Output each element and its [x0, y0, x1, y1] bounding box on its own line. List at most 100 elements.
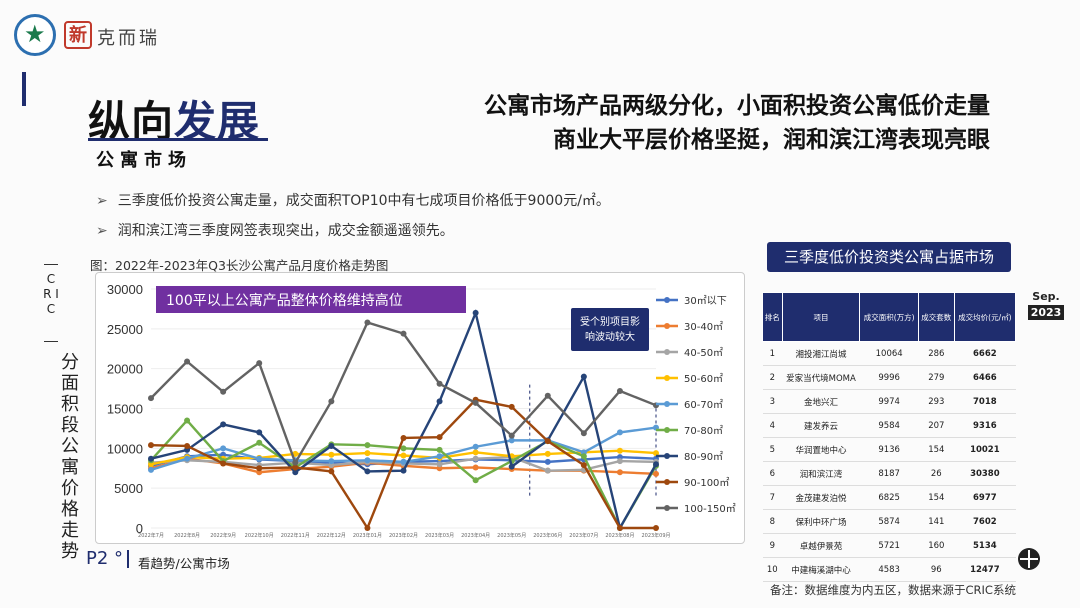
x-tick-label: 2023年05月	[497, 532, 526, 539]
series-point	[616, 447, 623, 454]
table-row: 10 中建梅溪湖中心 4583 96 12477	[762, 557, 1016, 582]
footnote: 备注：数据维度为内五区，数据来源于CRIC系统	[770, 583, 1016, 597]
table-cell: 7602	[954, 509, 1016, 534]
legend-marker	[664, 479, 670, 485]
table-cell: 8187	[859, 461, 919, 486]
cric-divider	[44, 264, 58, 342]
series-point	[400, 434, 407, 441]
legend-label: 40-50㎡	[684, 347, 723, 359]
series-point	[148, 395, 154, 402]
table-row: 9 卓越伊景苑 5721 160 5134	[762, 533, 1016, 558]
page-number: P2 °	[86, 548, 124, 569]
series-point	[256, 429, 263, 436]
series-point	[364, 525, 371, 531]
series-point	[472, 443, 479, 450]
table-cell: 6	[762, 461, 783, 486]
chart-banner	[156, 286, 466, 313]
brand-name: 克而瑞	[97, 28, 160, 49]
series-point	[544, 458, 551, 465]
series-point	[220, 388, 227, 395]
table-cell: 4	[762, 413, 783, 438]
series-point	[544, 392, 551, 399]
table-row: 3 金地兴汇 9974 293 7018	[762, 389, 1016, 414]
series-point	[364, 468, 371, 475]
table-cell: 160	[918, 533, 955, 558]
table-cell: 8	[762, 509, 783, 534]
series-point	[292, 464, 299, 471]
table-cell: 建发养云	[782, 413, 860, 438]
table-cell: 154	[918, 485, 955, 510]
table-cell: 96	[918, 557, 955, 582]
y-axis-title: 分面积段公寓价格走势	[61, 352, 79, 562]
table-cell: 12477	[954, 557, 1016, 582]
table-cell: 6662	[954, 341, 1016, 366]
legend-marker	[664, 427, 670, 433]
legend-label: 90-100㎡	[684, 477, 729, 489]
annotation-text-1: 受个别项目影	[580, 316, 640, 328]
table-cell: 9	[762, 533, 783, 558]
series-point	[436, 461, 443, 468]
table-cell: 5	[762, 437, 783, 462]
table-body: 1 湘投湘江尚城 10064 286 6662 2 爱家当代境MOMA 9996 279 6466…	[762, 341, 1016, 582]
series-point	[148, 455, 154, 462]
x-tick-label: 2022年10月	[245, 532, 274, 539]
table-row: 7 金茂建发泊悦 6825 154 6977	[762, 485, 1016, 510]
legend-marker	[664, 375, 670, 381]
series-point	[256, 465, 263, 472]
legend-label: 50-60㎡	[684, 373, 723, 385]
chart-banner-text: 100平以上公寓产品整体价格维持高位	[166, 292, 403, 309]
x-tick-label: 2022年9月	[210, 532, 236, 539]
x-tick-label: 2023年06月	[533, 532, 562, 539]
x-tick-label: 2023年04月	[461, 532, 490, 539]
series-point	[472, 477, 479, 484]
table-cell: 保利中环广场	[782, 509, 860, 534]
accent-bar	[22, 72, 26, 106]
table-cell: 5721	[859, 533, 919, 558]
series-point	[220, 460, 227, 467]
series-point	[364, 457, 371, 464]
table-cell: 10064	[859, 341, 919, 366]
series-point	[436, 446, 443, 453]
series-point	[184, 417, 191, 424]
series-point	[256, 439, 263, 446]
series-point	[364, 442, 371, 449]
table-header-cell: 成交均价(元/㎡)	[953, 292, 1017, 342]
series-point	[256, 455, 263, 462]
legend-marker	[664, 297, 670, 303]
line-chart-svg: 0 5000 10000 15000 20000 25000 30000 2022年7月 202…	[107, 282, 736, 539]
legend-label: 80-90㎡	[684, 451, 723, 463]
series-point	[328, 398, 335, 405]
series-point	[328, 468, 335, 475]
series-point	[508, 437, 515, 444]
x-tick-label: 2022年7月	[138, 532, 164, 539]
arrow-icon: ➢	[96, 223, 108, 239]
series-point	[508, 432, 515, 439]
arrow-icon: ➢	[96, 193, 108, 209]
series-point	[544, 438, 551, 445]
table-cell: 207	[918, 413, 955, 438]
chart-caption: 图：2022年-2023年Q3长沙公寓产品月度价格走势图	[90, 258, 389, 273]
crosshair-icon	[1018, 548, 1040, 570]
x-tick-label: 2023年02月	[389, 532, 418, 539]
hero-subtitle: 公寓市场	[96, 150, 192, 171]
table-cell: 3	[762, 389, 783, 414]
series-point	[436, 380, 443, 387]
table-cell: 286	[918, 341, 955, 366]
legend-marker	[664, 453, 670, 459]
y-tick-label: 25000	[107, 322, 143, 337]
series-point	[400, 458, 407, 465]
table-cell: 5874	[859, 509, 919, 534]
y-tick-label: 10000	[107, 441, 143, 456]
x-tick-label: 2023年07月	[569, 532, 598, 539]
x-tick-label: 2023年01月	[353, 532, 382, 539]
table-title: 三季度低价投资类公寓占据市场	[767, 242, 1011, 272]
series-point	[580, 462, 587, 469]
table-header-cell: 项目	[781, 292, 861, 342]
series-point	[653, 461, 659, 468]
x-tick-label: 2023年09月	[641, 532, 670, 539]
bullet-item: ➢ 润和滨江湾三季度网签表现突出，成交金额遥遥领先。	[96, 223, 454, 239]
series-point	[220, 421, 227, 428]
cric-vertical-label: C R I C	[43, 272, 59, 316]
date-badge: Sep. 2023	[1028, 290, 1064, 320]
series-point	[184, 455, 191, 462]
